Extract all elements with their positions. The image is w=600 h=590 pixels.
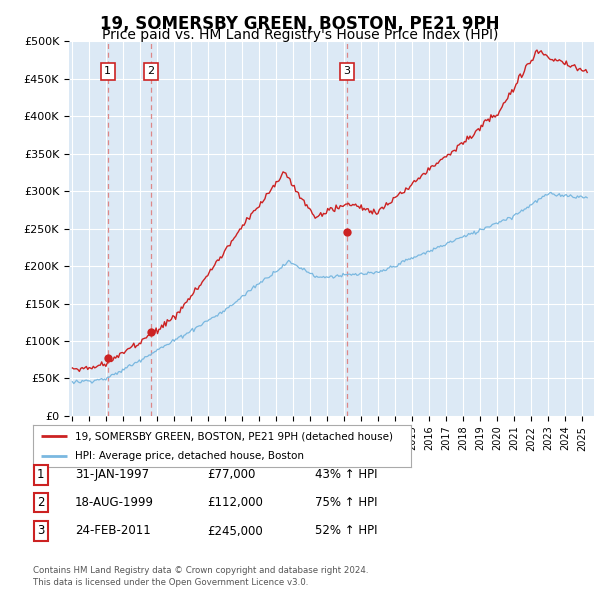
Text: 3: 3 xyxy=(343,66,350,76)
Text: Price paid vs. HM Land Registry's House Price Index (HPI): Price paid vs. HM Land Registry's House … xyxy=(102,28,498,42)
Text: 1: 1 xyxy=(104,66,111,76)
Text: 52% ↑ HPI: 52% ↑ HPI xyxy=(315,525,377,537)
Text: 1: 1 xyxy=(37,468,44,481)
Text: 2: 2 xyxy=(148,66,155,76)
Text: 19, SOMERSBY GREEN, BOSTON, PE21 9PH: 19, SOMERSBY GREEN, BOSTON, PE21 9PH xyxy=(100,15,500,34)
Text: 3: 3 xyxy=(37,525,44,537)
Text: £77,000: £77,000 xyxy=(207,468,256,481)
Text: 18-AUG-1999: 18-AUG-1999 xyxy=(75,496,154,509)
Text: 19, SOMERSBY GREEN, BOSTON, PE21 9PH (detached house): 19, SOMERSBY GREEN, BOSTON, PE21 9PH (de… xyxy=(74,431,392,441)
Text: £245,000: £245,000 xyxy=(207,525,263,537)
Text: 43% ↑ HPI: 43% ↑ HPI xyxy=(315,468,377,481)
Text: 31-JAN-1997: 31-JAN-1997 xyxy=(75,468,149,481)
Text: 75% ↑ HPI: 75% ↑ HPI xyxy=(315,496,377,509)
Text: 2: 2 xyxy=(37,496,44,509)
Text: £112,000: £112,000 xyxy=(207,496,263,509)
Text: Contains HM Land Registry data © Crown copyright and database right 2024.
This d: Contains HM Land Registry data © Crown c… xyxy=(33,566,368,587)
Text: HPI: Average price, detached house, Boston: HPI: Average price, detached house, Bost… xyxy=(74,451,304,461)
Text: 24-FEB-2011: 24-FEB-2011 xyxy=(75,525,151,537)
